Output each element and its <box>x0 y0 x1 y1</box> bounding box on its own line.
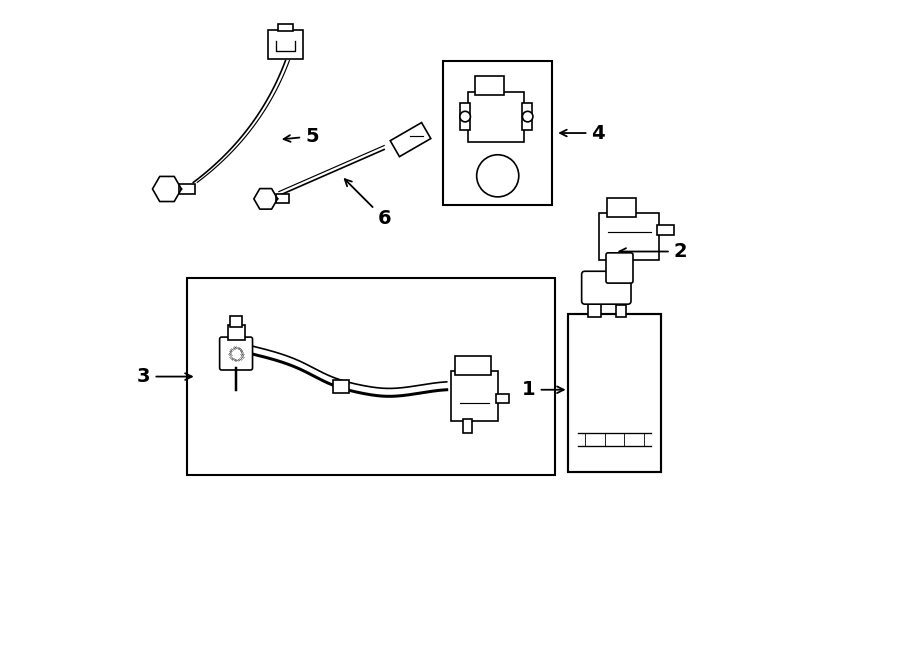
Polygon shape <box>391 122 431 157</box>
Bar <box>615 258 625 271</box>
Bar <box>277 24 293 31</box>
Text: 1: 1 <box>522 380 563 399</box>
Bar <box>334 380 349 393</box>
FancyBboxPatch shape <box>228 325 245 340</box>
Bar <box>522 103 532 130</box>
Text: 6: 6 <box>345 179 391 228</box>
FancyBboxPatch shape <box>455 356 490 375</box>
Bar <box>275 194 289 204</box>
Bar <box>464 419 472 432</box>
Text: 2: 2 <box>619 242 688 261</box>
Circle shape <box>522 111 533 122</box>
FancyBboxPatch shape <box>475 76 504 95</box>
FancyBboxPatch shape <box>569 314 661 472</box>
Bar <box>657 225 674 235</box>
Bar <box>460 103 470 130</box>
Polygon shape <box>152 176 182 202</box>
FancyBboxPatch shape <box>468 92 525 141</box>
FancyBboxPatch shape <box>451 371 498 421</box>
Bar <box>496 395 509 403</box>
Polygon shape <box>254 188 277 209</box>
Bar <box>186 278 555 475</box>
Circle shape <box>460 111 471 122</box>
FancyBboxPatch shape <box>581 271 631 304</box>
FancyBboxPatch shape <box>220 337 253 370</box>
Text: 3: 3 <box>137 367 192 386</box>
Text: 4: 4 <box>560 124 605 143</box>
FancyBboxPatch shape <box>606 253 633 283</box>
Circle shape <box>611 256 627 272</box>
FancyBboxPatch shape <box>599 214 660 260</box>
Bar <box>179 184 195 194</box>
Text: 5: 5 <box>284 127 319 146</box>
FancyBboxPatch shape <box>230 316 242 327</box>
FancyBboxPatch shape <box>267 30 303 59</box>
Circle shape <box>477 155 518 197</box>
Bar <box>589 301 601 317</box>
Bar <box>444 61 552 206</box>
FancyBboxPatch shape <box>607 198 635 217</box>
Bar <box>616 305 626 317</box>
